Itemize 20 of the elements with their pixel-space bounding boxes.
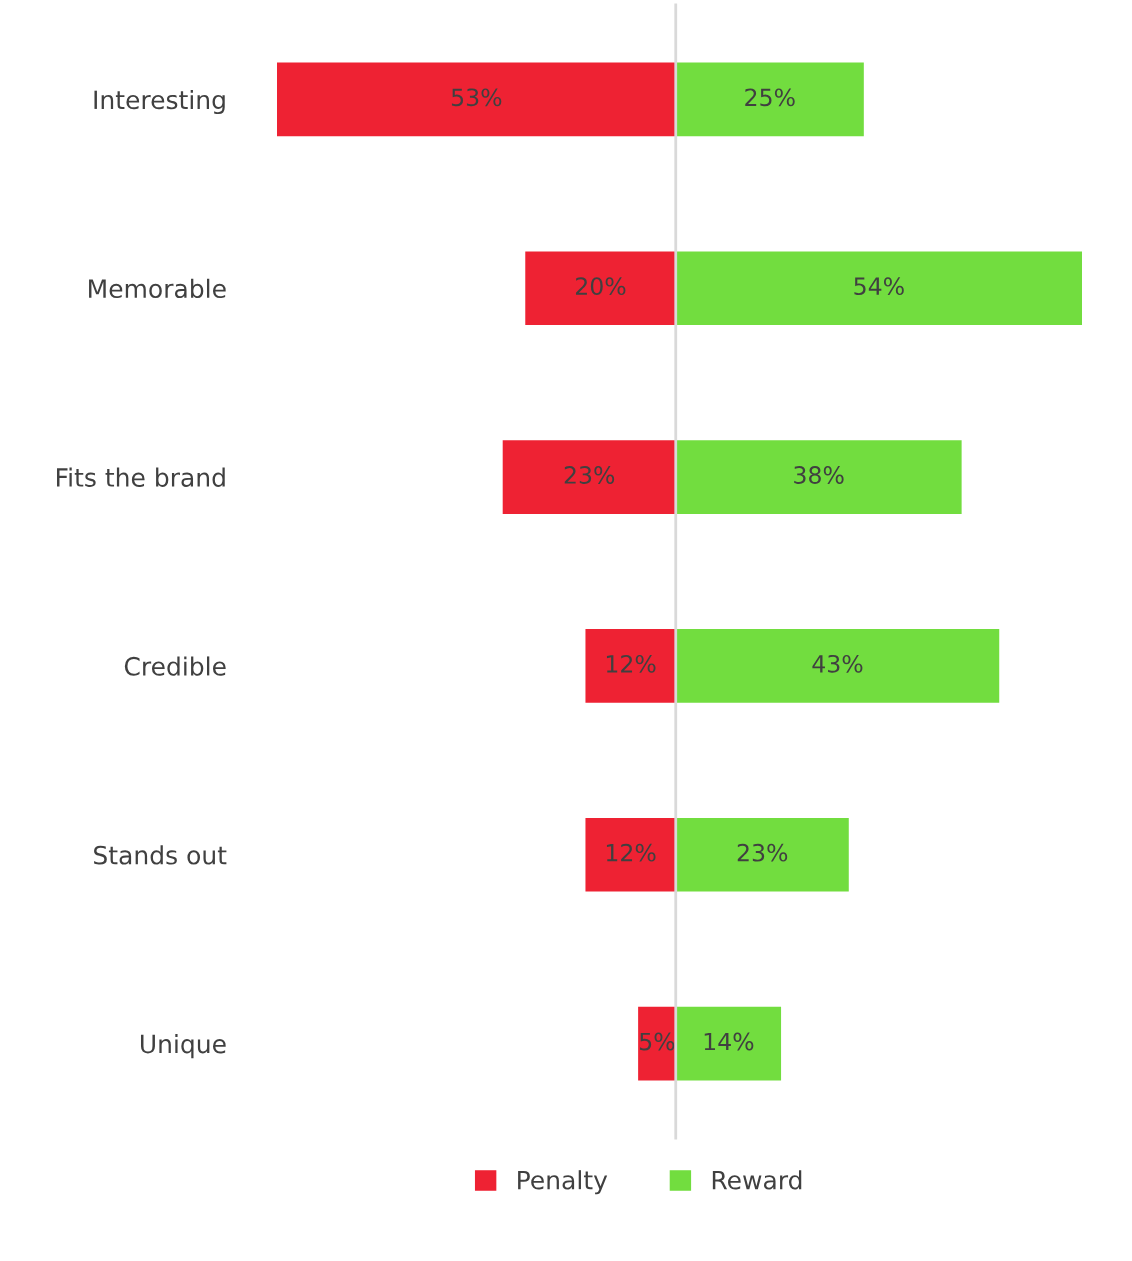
legend-label: Reward: [712, 1170, 802, 1190]
y-tick-label: Unique: [140, 1034, 226, 1059]
data-label: 23%: [564, 466, 615, 484]
data-label: 20%: [576, 277, 626, 296]
legend-label: Penalty: [518, 1170, 608, 1195]
data-label: 12%: [606, 654, 656, 673]
y-tick-label: Credible: [124, 656, 226, 676]
y-tick-label: Stands out: [94, 845, 227, 865]
data-label: 25%: [745, 88, 795, 107]
data-label: 53%: [451, 88, 502, 107]
data-label: 12%: [606, 843, 656, 862]
data-label: 43%: [812, 654, 863, 673]
y-tick-label: Interesting: [94, 89, 225, 115]
data-label: 54%: [854, 277, 904, 296]
y-tick-label: Memorable: [89, 278, 226, 299]
y-tick-label: Fits the brand: [57, 467, 225, 487]
data-label: 38%: [794, 466, 844, 484]
data-label: 23%: [737, 843, 788, 862]
bar: [585, 629, 676, 703]
data-label: 14%: [704, 1032, 754, 1051]
